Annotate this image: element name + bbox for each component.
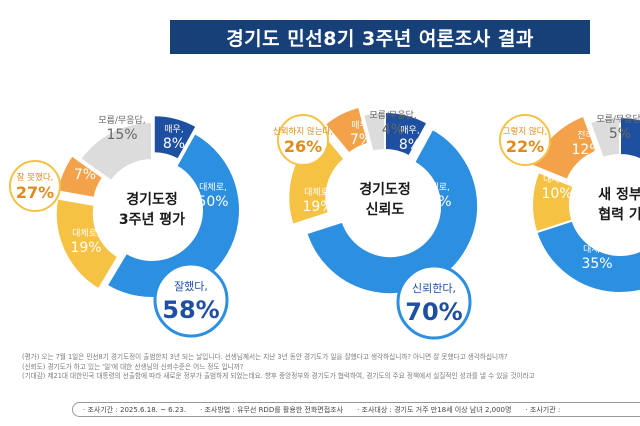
slice-label-3-5: 모름/무응답, (596, 113, 640, 125)
slice-2-5 (361, 110, 386, 153)
slice-label-1-1: 매우, (164, 124, 183, 135)
slice-1-2 (105, 131, 241, 299)
survey-info-bar: · 조사기간 : 2025.6.18. ~ 6.23. · 조사방법 : 유무선… (72, 402, 640, 417)
chart-title-1-1: 경기도정 (126, 191, 178, 208)
footnote-evaluation: (평가) 오는 7월 1일은 민선8기 경기도정이 출범한지 3년 되는 날입니… (22, 353, 508, 361)
group-bubble-3-1 (499, 114, 551, 166)
donut-hole-1 (103, 161, 201, 259)
slice-label-3-3: 대체로, (543, 174, 571, 185)
slice-value-1-3: 19% (70, 240, 101, 256)
slice-3-3 (531, 170, 575, 234)
page-title: 경기도 민선8기 3주년 여론조사 결과 (170, 20, 590, 54)
slice-value-1-1: 8% (163, 136, 185, 152)
slice-label-2-5: 모름/무응답, (369, 109, 416, 121)
slice-3-1 (619, 115, 640, 161)
group-bubble-2-1 (396, 264, 472, 340)
group-bubble-1-1 (153, 262, 229, 338)
group-value-1-2: 27% (16, 183, 54, 202)
donut-hole-2 (336, 151, 434, 249)
slice-value-2-5: 4% (382, 122, 404, 138)
group-label-1-1: 잘했다, (174, 280, 208, 293)
slice-value-1-5: 15% (106, 127, 137, 143)
slice-value-3-4: 12% (571, 142, 602, 158)
donut-hole-3 (571, 156, 640, 254)
slice-label-3-2: 대체로, (583, 244, 611, 255)
survey-target: · 조사대상 : 경기도 거주 만18세 이상 남녀 2,000명 (357, 405, 512, 414)
slice-3-5 (588, 115, 621, 160)
slice-label-1-3: 대체로, (72, 228, 100, 239)
group-value-2-1: 70% (405, 298, 462, 326)
group-bubble-2-2 (277, 114, 329, 166)
slice-2-1 (384, 110, 429, 158)
survey-agency: · 조사기관 : (525, 405, 561, 414)
slice-label-1-5: 모름/무응답, (98, 114, 145, 126)
chart-title-2-1: 경기도정 (359, 181, 411, 198)
slice-3-2 (535, 219, 640, 294)
group-value-1-1: 58% (162, 296, 219, 324)
slice-2-4 (323, 105, 370, 155)
footnote-expectation: (기대감) 제21대 대한민국 대통령의 선출함에 따라 새로운 정부가 출범하… (22, 372, 535, 381)
slice-value-2-4: 7% (350, 132, 372, 148)
group-label-3-1: 그렇지 않다, (503, 126, 548, 137)
chart-title-3-2: 협력 기 (598, 207, 640, 223)
chart-title-3-1: 새 정부 (598, 186, 640, 203)
group-label-1-2: 잘 못했다, (17, 172, 54, 183)
slice-label-2-4: 매우, (351, 120, 370, 131)
slice-value-3-3: 10% (541, 186, 572, 202)
slice-label-2-2: 대체로, (422, 182, 450, 193)
group-bubble-1-2 (9, 160, 61, 212)
chart-title-2-2: 신뢰도 (366, 202, 405, 218)
group-value-3-1: 22% (506, 137, 544, 156)
slice-label-2-3: 대체로, (304, 187, 332, 198)
slice-label-3-4: 전혀, (577, 130, 596, 141)
slice-2-2 (305, 127, 480, 296)
slice-value-2-3: 19% (302, 199, 333, 215)
donut-chart-2: 매우,8%대체로,62%대체로,19%매우,7%모름/무응답,4%경기도정신뢰도… (273, 105, 480, 340)
slice-1-1 (152, 114, 198, 161)
group-label-2-2: 신뢰하지 않는다, (273, 126, 333, 137)
group-label-2-1: 신뢰한다, (412, 282, 456, 295)
slice-value-1-2: 50% (197, 194, 228, 210)
slice-value-2-1: 8% (399, 137, 421, 153)
slice-value-3-2: 35% (581, 256, 612, 272)
donut-chart-1: 매우,8%대체로,50%대체로,19%매우7%모름/무응답,15%경기도정3주년… (9, 114, 241, 338)
chart-title-1-2: 3주년 평가 (119, 211, 185, 228)
slice-value-3-5: 5% (609, 126, 631, 142)
slice-value-1-4: 7% (74, 167, 96, 183)
survey-method: · 조사방법 : 유무선 RDD를 활용한 전화면접조사 (200, 405, 344, 414)
survey-period: · 조사기간 : 2025.6.18. ~ 6.23. (83, 405, 186, 414)
group-value-2-2: 26% (284, 137, 322, 156)
footnote-trust: (신뢰도) 경기도가 하고 있는 '일'에 대한 선생님의 신뢰수준은 어느 정… (22, 362, 244, 371)
footnotes: (평가) 오는 7월 1일은 민선8기 경기도정이 출범한지 3년 되는 날입니… (22, 353, 632, 382)
slice-label-2-1: 매우, (400, 125, 419, 136)
slice-1-5 (78, 120, 153, 183)
slice-label-1-2: 대체로, (199, 182, 227, 193)
